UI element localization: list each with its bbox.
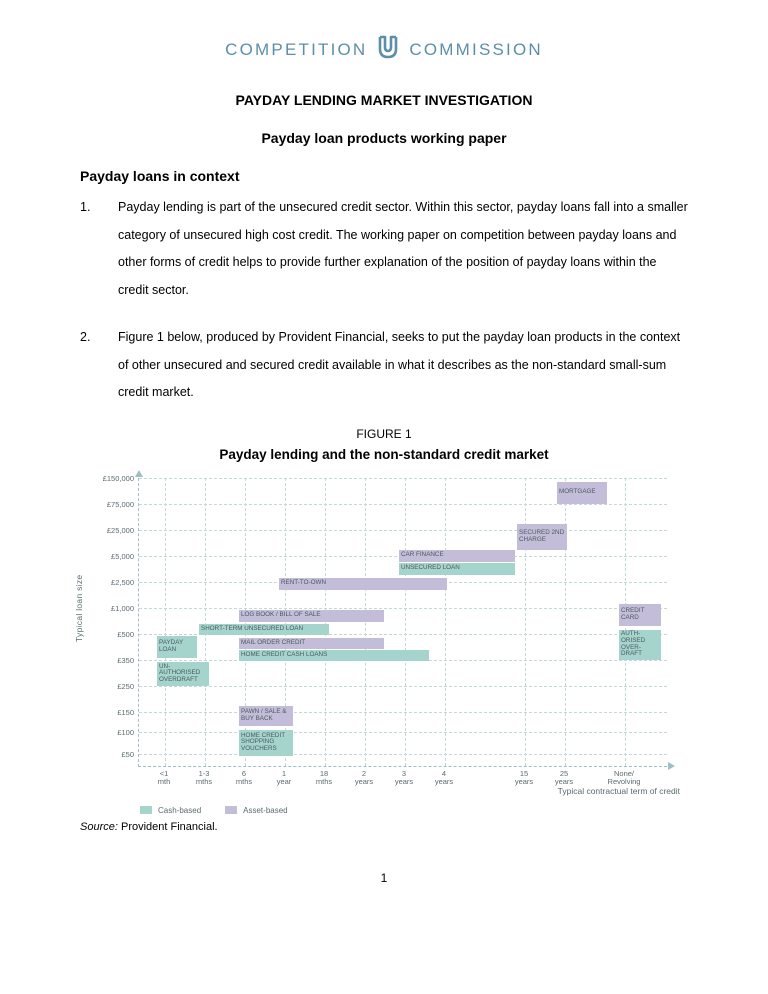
source-label: Source:	[80, 821, 118, 833]
x-tick-label: 25years	[547, 770, 581, 787]
x-tick-label: 6mths	[227, 770, 261, 787]
chart-bar: HOME CREDIT SHOPPING VOUCHERS	[239, 730, 293, 756]
chart-bar: HOME CREDIT CASH LOANS	[239, 650, 429, 661]
chart-bar: AUTH-ORISED OVER-DRAFT	[619, 630, 661, 660]
x-tick-label: 1-3mths	[187, 770, 221, 787]
y-tick-label: £25,000	[100, 526, 134, 535]
logo-mark-icon	[377, 35, 399, 64]
chart-bar: MAIL ORDER CREDIT	[239, 638, 384, 649]
logo-left: COMPETITION	[225, 40, 367, 60]
figure-title: Payday lending and the non-standard cred…	[80, 447, 688, 462]
document-page: COMPETITION COMMISSION PAYDAY LENDING MA…	[0, 0, 768, 915]
chart-bar: PAWN / SALE & BUY BACK	[239, 706, 293, 726]
para-text: Payday lending is part of the unsecured …	[118, 194, 688, 304]
logo-right: COMMISSION	[409, 40, 542, 60]
x-tick-label: 2years	[347, 770, 381, 787]
y-tick-label: £150,000	[100, 474, 134, 483]
source-value: Provident Financial.	[118, 821, 218, 833]
page-number: 1	[80, 871, 688, 885]
x-tick-label: 18mths	[307, 770, 341, 787]
y-tick-label: £100	[100, 728, 134, 737]
x-tick-label: 3years	[387, 770, 421, 787]
y-tick-label: £150	[100, 708, 134, 717]
legend-label-asset: Asset-based	[243, 806, 287, 815]
chart-bar: RENT-TO-OWN	[279, 578, 447, 590]
x-tick-label: None/Revolving	[607, 770, 641, 787]
x-axis-title: Typical contractual term of credit	[380, 786, 680, 796]
y-tick-label: £250	[100, 682, 134, 691]
figure-source: Source: Provident Financial.	[80, 821, 688, 833]
legend-label-cash: Cash-based	[158, 806, 201, 815]
legend-swatch-asset	[225, 806, 237, 814]
chart-bar: SECURED 2ND CHARGE	[517, 524, 567, 550]
para-text: Figure 1 below, produced by Provident Fi…	[118, 324, 688, 407]
chart-bar: CREDIT CARD	[619, 604, 661, 626]
chart-bar: CAR FINANCE	[399, 550, 515, 562]
y-tick-label: £2,500	[100, 578, 134, 587]
y-tick-label: £50	[100, 750, 134, 759]
section-heading: Payday loans in context	[80, 168, 688, 184]
y-tick-label: £5,000	[100, 552, 134, 561]
para-number: 2.	[80, 324, 118, 407]
plot-area: MORTGAGE SECURED 2ND CHARGECAR FINANCEUNS…	[138, 478, 667, 767]
figure-label: FIGURE 1	[80, 427, 688, 441]
x-tick-label: 1year	[267, 770, 301, 787]
chart-bar: UN-AUTHORISED OVERDRAFT	[157, 662, 209, 686]
chart-bar: PAYDAY LOAN	[157, 636, 197, 658]
doc-title-main: PAYDAY LENDING MARKET INVESTIGATION	[80, 92, 688, 108]
y-axis-title: Typical loan size	[74, 574, 84, 641]
y-tick-label: £1,000	[100, 604, 134, 613]
paragraph: 1. Payday lending is part of the unsecur…	[80, 194, 688, 304]
logo: COMPETITION COMMISSION	[80, 35, 688, 64]
x-tick-label: 4years	[427, 770, 461, 787]
y-tick-label: £75,000	[100, 500, 134, 509]
para-number: 1.	[80, 194, 118, 304]
chart-bar: UNSECURED LOAN	[399, 563, 515, 575]
x-tick-label: <1mth	[147, 770, 181, 787]
chart-bar: MORTGAGE	[557, 482, 607, 504]
chart-legend: Cash-based Asset-based	[140, 806, 688, 815]
paragraph: 2. Figure 1 below, produced by Provident…	[80, 324, 688, 407]
figure-chart: Typical loan size MORTGAGESECURED 2ND CH…	[80, 472, 688, 815]
legend-swatch-cash	[140, 806, 152, 814]
y-tick-label: £500	[100, 630, 134, 639]
y-tick-label: £350	[100, 656, 134, 665]
doc-title-sub: Payday loan products working paper	[80, 130, 688, 146]
chart-bar: LOG BOOK / BILL OF SALE	[239, 610, 384, 622]
chart-bar: SHORT-TERM UNSECURED LOAN	[199, 624, 329, 635]
x-tick-label: 15years	[507, 770, 541, 787]
